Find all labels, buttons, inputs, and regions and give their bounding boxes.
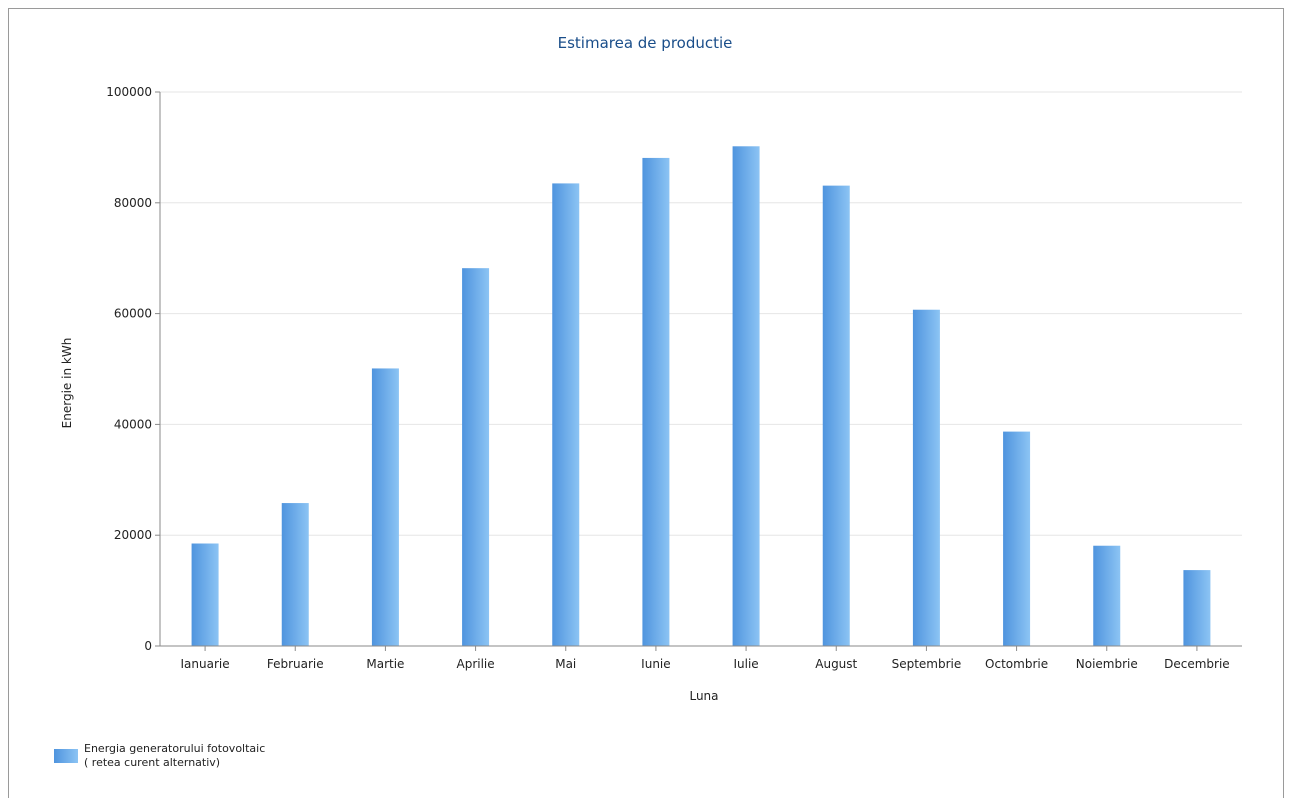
x-tick-label: Noiembrie: [1076, 657, 1138, 671]
x-tick-label: Martie: [366, 657, 404, 671]
bar[interactable]: [552, 183, 580, 646]
bar[interactable]: [912, 309, 940, 646]
bar[interactable]: [191, 543, 219, 646]
bar[interactable]: [1003, 431, 1031, 646]
bar[interactable]: [1183, 570, 1211, 646]
legend-label: Energia generatorului fotovoltaic ( rete…: [84, 742, 265, 770]
x-tick-label: Mai: [555, 657, 576, 671]
legend-label-line1: Energia generatorului fotovoltaic: [84, 742, 266, 755]
y-tick-label: 0: [144, 639, 152, 653]
bar[interactable]: [822, 185, 850, 646]
legend-label-line2: ( retea curent alternativ): [84, 756, 221, 769]
y-tick-label: 60000: [114, 307, 152, 321]
x-tick-label: Octombrie: [985, 657, 1048, 671]
bar[interactable]: [371, 368, 399, 646]
bar[interactable]: [642, 157, 670, 646]
bar[interactable]: [1093, 545, 1121, 646]
x-tick-label: Iunie: [641, 657, 670, 671]
bar[interactable]: [732, 146, 760, 647]
bar[interactable]: [462, 268, 490, 646]
y-tick-label: 20000: [114, 528, 152, 542]
bar[interactable]: [281, 503, 309, 646]
x-tick-label: Septembrie: [892, 657, 962, 671]
x-tick-label: Aprilie: [457, 657, 495, 671]
x-tick-label: Decembrie: [1164, 657, 1230, 671]
y-tick-label: 40000: [114, 417, 152, 431]
legend-swatch: [54, 749, 78, 763]
x-tick-label: Iulie: [733, 657, 758, 671]
legend: Energia generatorului fotovoltaic ( rete…: [54, 742, 265, 770]
x-tick-label: August: [815, 657, 857, 671]
y-tick-label: 80000: [114, 196, 152, 210]
x-tick-label: Februarie: [267, 657, 324, 671]
x-tick-label: Ianuarie: [181, 657, 230, 671]
x-axis-title: Luna: [689, 689, 718, 703]
y-axis-title: Energie in kWh: [60, 338, 74, 429]
chart-title: Estimarea de productie: [557, 34, 733, 52]
y-tick-label: 100000: [106, 85, 152, 99]
